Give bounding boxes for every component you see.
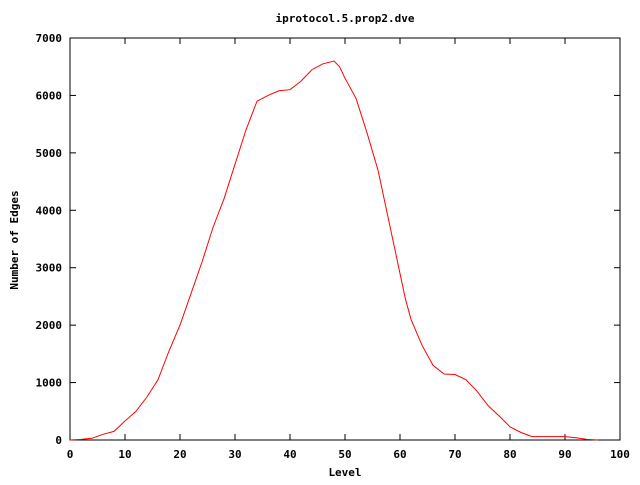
x-tick-label: 0 bbox=[67, 448, 74, 461]
y-tick-label: 0 bbox=[55, 434, 62, 447]
y-tick-label: 7000 bbox=[36, 32, 63, 45]
x-tick-label: 60 bbox=[393, 448, 406, 461]
y-tick-label: 1000 bbox=[36, 377, 63, 390]
x-tick-label: 50 bbox=[338, 448, 351, 461]
y-tick-label: 6000 bbox=[36, 89, 63, 102]
x-tick-label: 10 bbox=[118, 448, 131, 461]
x-tick-label: 20 bbox=[173, 448, 186, 461]
x-tick-label: 90 bbox=[558, 448, 571, 461]
x-axis-label: Level bbox=[328, 466, 361, 479]
plot-frame bbox=[69, 37, 621, 441]
chart-title: iprotocol.5.prop2.dve bbox=[275, 12, 414, 25]
x-tick-label: 100 bbox=[610, 448, 630, 461]
x-tick-label: 40 bbox=[283, 448, 296, 461]
y-tick-label: 2000 bbox=[36, 319, 63, 332]
y-axis-label: Number of Edges bbox=[8, 190, 21, 289]
y-tick-label: 3000 bbox=[36, 262, 63, 275]
y-tick-label: 4000 bbox=[36, 204, 63, 217]
y-tick-label: 5000 bbox=[36, 147, 63, 160]
x-tick-label: 80 bbox=[503, 448, 516, 461]
series-line-0 bbox=[69, 60, 599, 441]
x-tick-label: 30 bbox=[228, 448, 241, 461]
x-tick-label: 70 bbox=[448, 448, 461, 461]
